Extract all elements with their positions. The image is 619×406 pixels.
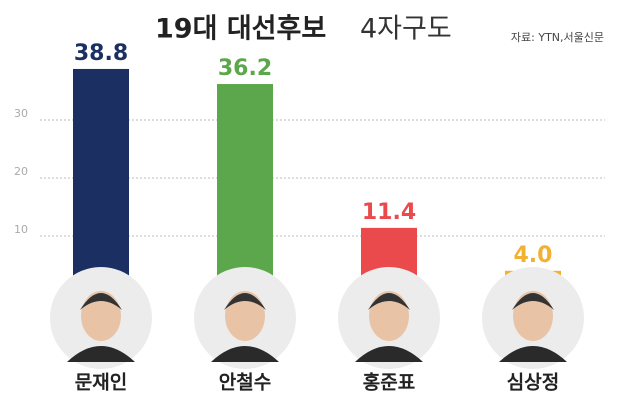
portrait-face xyxy=(513,291,553,341)
value-label: 38.8 xyxy=(74,41,128,66)
bar xyxy=(217,84,273,294)
x-tick-label: 심상정 xyxy=(507,372,559,394)
portrait-hair xyxy=(512,293,554,310)
portrait-body xyxy=(355,346,423,362)
source: 자료: YTN,서울신문 xyxy=(511,31,604,44)
y-tick-label: 10 xyxy=(14,223,28,236)
portrait-body xyxy=(499,346,567,362)
chart-title: 19대 대선후보 xyxy=(155,14,326,45)
x-tick-label: 문재인 xyxy=(75,372,127,394)
x-tick-label: 홍준표 xyxy=(363,371,415,394)
y-tick-label: 30 xyxy=(14,107,28,120)
portrait-body xyxy=(211,346,279,362)
portrait-body xyxy=(67,346,135,362)
portrait-face xyxy=(81,291,121,341)
portrait-face xyxy=(225,291,265,341)
portrait-face xyxy=(369,291,409,341)
x-tick-label: 안철수 xyxy=(219,372,271,394)
bar xyxy=(73,68,129,295)
portrait-hair xyxy=(224,293,266,310)
value-label: 4.0 xyxy=(514,243,553,268)
value-label: 36.2 xyxy=(218,56,272,81)
portrait-hair xyxy=(80,293,122,310)
value-label: 11.4 xyxy=(362,200,416,225)
portrait-hair xyxy=(368,293,410,310)
y-tick-label: 20 xyxy=(14,165,28,178)
chart-title-light: 4자구도 xyxy=(360,14,452,45)
